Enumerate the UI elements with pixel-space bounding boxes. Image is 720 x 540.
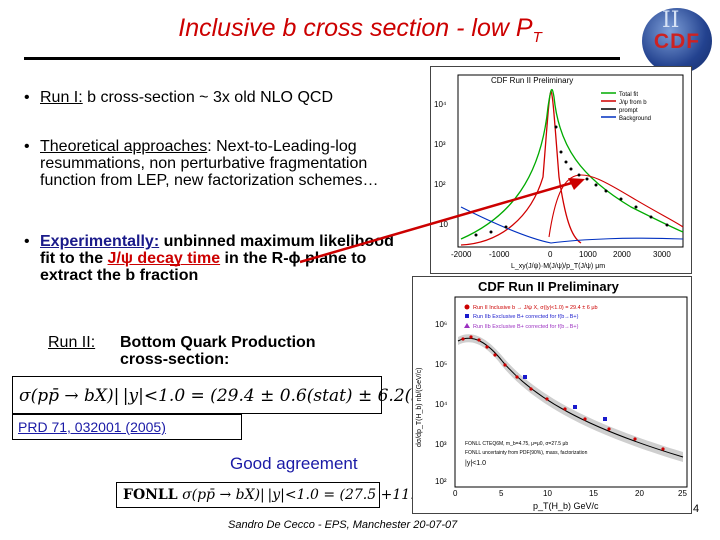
top-y-tick: 10	[439, 220, 448, 229]
bottom-plot-title: CDF Run II Preliminary	[478, 279, 620, 294]
bottom-x-tick: 20	[635, 489, 644, 498]
bottom-y-tick: 10⁴	[435, 400, 448, 409]
legend-marker-exclusive1	[465, 314, 469, 318]
legend-inclusive: Run II Inclusive b → J/ψ X, σ(|y|<1.0) =…	[473, 305, 598, 311]
bottom-x-label: p_T(H_b) GeV/c	[533, 501, 599, 511]
note-uncertainty: FONLL uncertainty from PDF(90%), mass, f…	[465, 450, 588, 456]
bottom-plot-points	[461, 335, 665, 451]
bottom-x-tick: 10	[543, 489, 552, 498]
top-plot-frame	[457, 74, 684, 248]
bullet-marker: •	[24, 89, 30, 106]
bottom-y-tick: 10³	[435, 440, 447, 449]
bottom-plot-exclusive-points	[523, 375, 607, 421]
total-fit-curve	[460, 88, 684, 240]
top-plot-svg: CDF Run II Preliminary Total fit J/ψ fro…	[434, 74, 684, 270]
note-fonll: FONLL CTEQ6M, m_b=4.75, μ=μ0, σ=27.5 μb	[465, 441, 568, 447]
bottom-x-tick: 25	[678, 489, 687, 498]
bullet-experiment: Experimentally: unbinned maximum likelih…	[40, 233, 394, 284]
legend-bkg: Background	[619, 116, 651, 122]
bottom-plot-svg: CDF Run II Preliminary Run II Inclusive …	[416, 279, 688, 511]
legend-b: J/ψ from b	[619, 100, 647, 106]
bullet-run1: Run I: b cross-section ~ 3x old NLO QCD	[40, 89, 333, 106]
bullet-theory: Theoretical approaches: Next-to-Leading-…	[40, 138, 379, 189]
top-y-tick: 10²	[434, 180, 446, 189]
bottom-plot-frame	[454, 296, 688, 488]
good-agreement-text: Good agreement	[230, 454, 358, 473]
top-x-label: L_xy(J/ψ)·M(J/ψ)/p_T(J/ψ) μm	[511, 263, 605, 270]
top-plot-title: CDF Run II Preliminary	[491, 76, 573, 85]
legend-marker-inclusive	[464, 304, 470, 310]
page-number: 4	[693, 503, 700, 515]
bullet-marker: •	[24, 233, 30, 250]
legend-exclusive1: Run IIb Exclusive B+ corrected for f(b→B…	[473, 314, 579, 320]
cross-section-equation: σ(pp̄ → bX)| |y|<1.0 = (29.4 ± 0.6(stat)…	[12, 376, 479, 414]
legend-total: Total fit	[619, 92, 638, 98]
top-x-tick: 0	[548, 250, 553, 259]
cdf-logo-icon	[642, 8, 712, 74]
top-x-tick: -2000	[451, 250, 472, 259]
title-underline	[24, 57, 620, 60]
bottom-y-tick: 10⁵	[435, 360, 447, 369]
run2-label: Run II:	[48, 334, 96, 351]
bullet-marker: •	[24, 138, 30, 155]
top-y-tick: 10³	[434, 140, 446, 149]
note-rapidity: |y|<1.0	[465, 460, 486, 467]
top-x-tick: 1000	[579, 250, 597, 259]
top-x-tick: 2000	[613, 250, 631, 259]
slide-title: Inclusive b cross section - low PT	[178, 14, 542, 46]
legend-prompt: prompt	[619, 108, 638, 114]
run2-text: Bottom Quark Production cross-section:	[120, 334, 316, 368]
fonll-band	[458, 334, 683, 462]
logo-numeral: II	[662, 8, 680, 33]
bottom-plot: CDF Run II Preliminary Run II Inclusive …	[412, 276, 692, 514]
reference-link[interactable]: PRD 71, 032001 (2005)	[18, 419, 166, 435]
top-plot: CDF Run II Preliminary Total fit J/ψ fro…	[430, 66, 692, 274]
reference-box	[12, 414, 242, 440]
legend-marker-exclusive2	[464, 323, 470, 328]
b-component-curve	[548, 174, 684, 238]
fonll-curve	[457, 337, 684, 458]
bottom-x-tick: 0	[453, 489, 458, 498]
top-x-tick: -1000	[489, 250, 510, 259]
bottom-x-tick: 5	[499, 489, 504, 498]
bottom-y-tick: 10²	[435, 477, 447, 486]
footer: Sandro De Cecco - EPS, Manchester 20-07-…	[228, 519, 458, 531]
top-y-tick: 10⁴	[434, 100, 447, 109]
bottom-y-tick: 10⁶	[435, 320, 447, 329]
bottom-x-tick: 15	[589, 489, 598, 498]
top-x-tick: 3000	[653, 250, 671, 259]
legend-exclusive2: Run IIb Exclusive B+ corrected for f(b→B…	[473, 324, 579, 330]
top-plot-points	[474, 125, 669, 237]
background-curve	[460, 206, 684, 244]
logo-text: CDF	[653, 30, 701, 53]
bottom-y-label: dσ/dp_T(H_b) nb/(GeV/c)	[416, 368, 423, 447]
